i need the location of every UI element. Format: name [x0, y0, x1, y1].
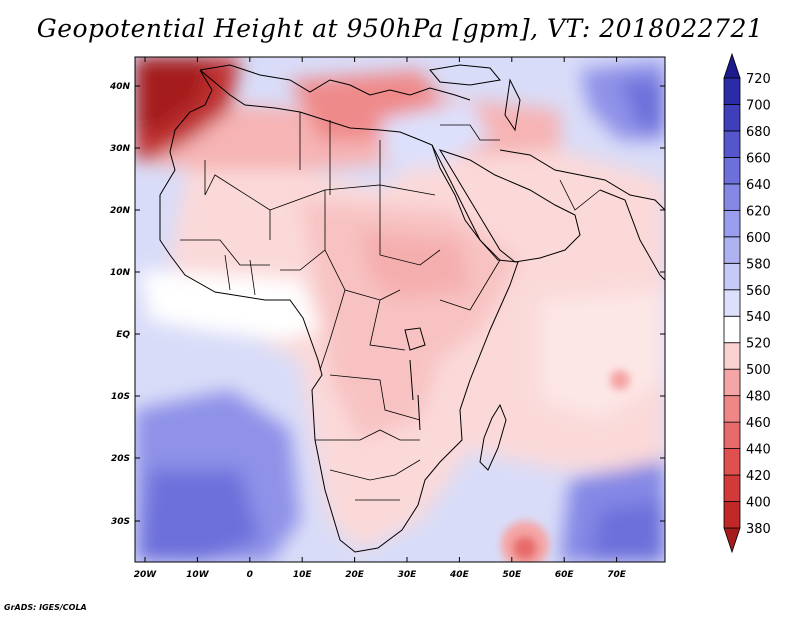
lat-tick-label: 20N — [110, 206, 131, 216]
height-field — [135, 57, 665, 562]
colorbar-label: 540 — [746, 310, 771, 325]
colorbar-label: 720 — [746, 72, 771, 87]
lat-tick-label: 40N — [109, 82, 131, 92]
lat-tick-label: 30N — [110, 144, 131, 154]
colorbar-swatch — [723, 289, 741, 317]
colorbar-label: 440 — [746, 443, 771, 458]
lon-tick-label: 20E — [345, 570, 365, 580]
colorbar-swatch — [723, 421, 741, 449]
lon-tick-label: 10W — [186, 570, 210, 580]
colorbar-swatch — [723, 368, 741, 397]
lon-axis: 20W 10W 0 10E 20E 30E 40E 50E 60E 70E — [134, 57, 627, 580]
colorbar-min-triangle — [723, 527, 741, 554]
colorbar-label: 660 — [746, 151, 771, 166]
colorbar-swatch — [723, 209, 741, 238]
map-title: Geopotential Height at 950hPa [gpm], VT:… — [36, 14, 764, 43]
colorbar-label: 500 — [746, 363, 771, 378]
colorbar-swatch — [723, 183, 741, 211]
colorbar-swatch — [723, 315, 741, 344]
colorbar-max-triangle — [723, 52, 741, 79]
colorbar-swatch — [723, 395, 741, 423]
colorbar-label: 620 — [746, 204, 771, 219]
colorbar-label: 380 — [746, 522, 771, 537]
lon-tick-label: 40E — [449, 570, 470, 580]
colorbar-label: 420 — [746, 469, 771, 484]
colorbar-swatch — [723, 104, 741, 132]
colorbar-label: 520 — [746, 337, 771, 352]
lat-tick-label: 10S — [111, 392, 130, 402]
colorbar-swatch — [723, 474, 741, 502]
colorbar-swatch — [723, 448, 741, 476]
colorbar-label: 600 — [746, 231, 771, 246]
lat-tick-label: 10N — [110, 268, 131, 278]
lon-tick-label: 0 — [247, 570, 253, 580]
colorbar-swatch — [723, 77, 741, 105]
lat-tick-label: 20S — [111, 454, 130, 464]
colorbar-label: 400 — [746, 496, 771, 511]
grads-credit: GrADS: IGES/COLA — [4, 603, 87, 612]
lon-tick-label: 50E — [502, 570, 522, 580]
colorbar-label: 680 — [746, 125, 771, 140]
colorbar-label: 560 — [746, 284, 771, 299]
colorbar-swatch — [723, 236, 741, 264]
colorbar-swatch — [723, 157, 741, 185]
lon-tick-label: 70E — [607, 570, 627, 580]
colorbar-label: 460 — [746, 416, 771, 431]
lon-tick-label: 30E — [398, 570, 418, 580]
colorbar-label: 700 — [746, 98, 771, 113]
lon-tick-label: 20W — [134, 570, 158, 580]
colorbar-swatch — [723, 262, 741, 291]
colorbar-label: 480 — [746, 390, 771, 405]
colorbar-label: 580 — [746, 257, 771, 272]
colorbar-label: 640 — [746, 178, 771, 193]
lat-axis: 40N 30N 20N 10N EQ 10S 20S 30S — [109, 82, 665, 527]
colorbar-swatch — [723, 342, 741, 370]
lon-tick-label: 60E — [555, 570, 575, 580]
coastlines — [159, 64, 665, 553]
lat-tick-label: EQ — [116, 330, 130, 340]
lon-tick-label: 10E — [293, 570, 313, 580]
borders — [180, 112, 601, 501]
colorbar-swatch — [723, 130, 741, 158]
colorbar: 380 400 420 440 460 480 500 520 540 560 580 600 620 6… — [723, 52, 771, 554]
lat-tick-label: 30S — [111, 517, 130, 527]
map-frame — [134, 56, 666, 563]
colorbar-swatch — [723, 501, 741, 529]
